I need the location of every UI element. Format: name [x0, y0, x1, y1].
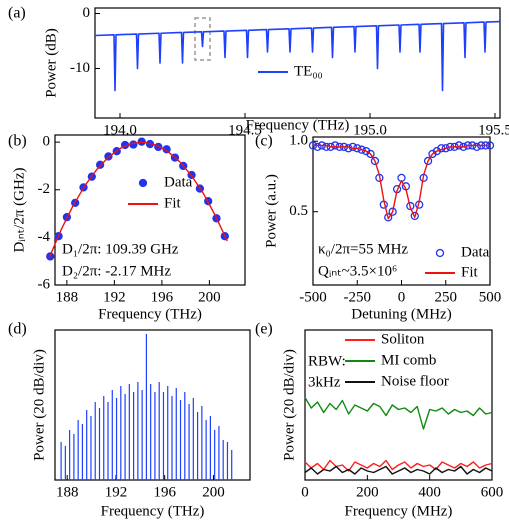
x-tick-label: 250: [435, 289, 458, 305]
legend-label: Soliton: [381, 331, 425, 347]
data-line: [304, 465, 493, 475]
legend-label: MI comb: [381, 352, 436, 368]
annotation: Qᵢₙₜ~3.5×10⁶: [318, 263, 397, 279]
x-tick-label: 200: [198, 289, 221, 305]
plot-frame: [94, 7, 501, 119]
annotation: κ₀/2π=55 MHz: [318, 241, 408, 257]
legend-label: Noise floor: [381, 373, 449, 389]
x-axis-label: Frequency (THz): [101, 503, 205, 519]
x-tick-label: 195.5: [478, 122, 509, 138]
data-point: [472, 142, 481, 152]
y-axis-label: Power (a.u.): [263, 174, 279, 248]
data-line: [48, 141, 228, 259]
x-tick-label: -500: [299, 289, 327, 305]
data-point: [330, 141, 340, 150]
legend-label: Data: [461, 244, 490, 260]
legend-swatch: [138, 178, 148, 188]
data-point: [366, 149, 375, 159]
x-axis-label: Frequency (THz): [246, 117, 350, 133]
data-point: [384, 213, 393, 222]
y-tick-label: -6: [38, 276, 51, 292]
data-line: [313, 144, 490, 220]
x-tick-label: 195.0: [353, 122, 387, 138]
x-tick-label: 188: [56, 289, 79, 305]
x-tick-label: 400: [418, 484, 441, 500]
x-tick-label: 0: [301, 484, 309, 500]
data-point: [370, 156, 380, 166]
data-point: [406, 201, 415, 211]
x-tick-label: 600: [481, 484, 504, 500]
data-point: [388, 207, 397, 216]
x-tick-label: -250: [344, 289, 372, 305]
annotation: D₂/2π: -2.17 MHz: [62, 263, 171, 279]
y-tick-label: -4: [38, 229, 51, 245]
annotation: 3kHz: [308, 374, 341, 390]
y-axis-label: Power (dB): [43, 28, 59, 98]
data-point: [441, 144, 450, 153]
x-tick-label: 192: [105, 484, 128, 500]
y-axis-label: Dᵢₙₜ/2π (GHz): [11, 168, 27, 253]
panel-label: (b): [8, 133, 27, 150]
annotation: RBW:: [308, 353, 346, 369]
data-point: [423, 156, 433, 166]
panel-label: (c): [255, 133, 273, 150]
panel-label: (a): [8, 5, 26, 22]
data-point: [357, 145, 366, 154]
x-tick-label: 500: [479, 289, 502, 305]
y-tick-label: 0: [43, 134, 51, 150]
data-line: [304, 397, 493, 430]
y-axis-label: Power (20 dB/div): [281, 349, 297, 461]
x-tick-label: 200: [202, 484, 225, 500]
x-tick-label: 196: [151, 289, 174, 305]
x-tick-label: 188: [56, 484, 79, 500]
panel-label: (d): [8, 321, 27, 338]
y-tick-label: 1.0: [289, 133, 308, 149]
legend-label: TE₀₀: [294, 63, 323, 79]
plot-frame: [54, 329, 251, 481]
panel-label: (e): [255, 321, 273, 338]
x-axis-label: Frequency (THz): [98, 306, 202, 322]
x-tick-label: 0: [398, 289, 406, 305]
y-tick-label: 0.5: [289, 203, 308, 219]
data-point: [95, 160, 105, 169]
plot-frame: [304, 329, 493, 481]
y-tick-label: 0: [83, 5, 91, 21]
legend-swatch: [435, 248, 445, 258]
plot-frame: [54, 134, 246, 286]
highlight-box: [194, 17, 211, 61]
x-axis-label: Detuning (MHz): [351, 306, 451, 322]
legend-label: Fit: [461, 264, 479, 280]
x-axis-label: Frequency (MHz): [345, 503, 453, 519]
data-line: [94, 20, 501, 92]
data-point: [137, 137, 146, 146]
y-tick-label: -2: [38, 181, 51, 197]
y-axis-label: Power (20 dB/div): [31, 349, 47, 461]
data-point: [454, 141, 464, 150]
x-tick-label: 192: [103, 289, 126, 305]
y-tick-label: -10: [70, 60, 90, 76]
data-point: [410, 211, 419, 221]
x-tick-label: 194.0: [103, 122, 137, 138]
data-point: [313, 142, 322, 152]
legend-label: Fit: [164, 195, 182, 211]
x-tick-label: 196: [153, 484, 176, 500]
legend-label: Data: [164, 174, 193, 190]
annotation: D₁/2π: 109.39 GHz: [62, 241, 179, 257]
x-tick-label: 200: [356, 484, 379, 500]
